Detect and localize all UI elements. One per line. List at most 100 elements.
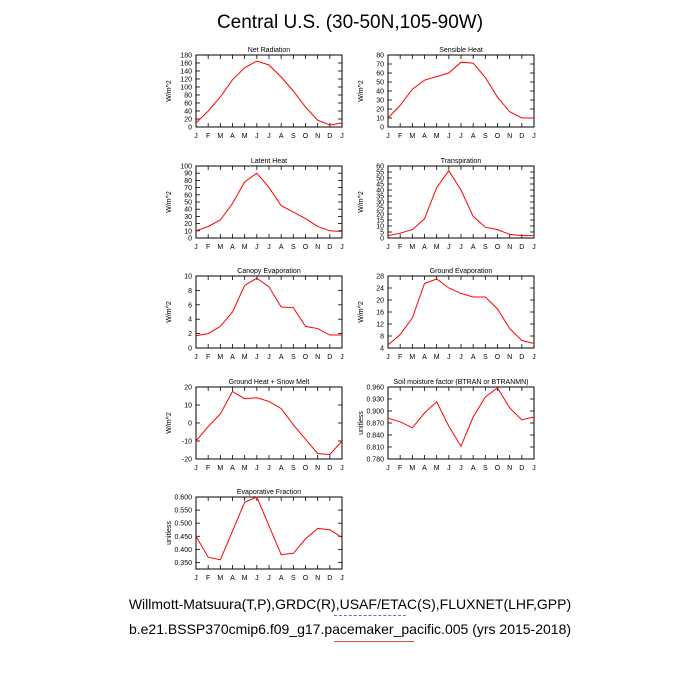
- y-tick-label: -20: [182, 457, 192, 464]
- x-tick-label: F: [398, 244, 402, 251]
- x-tick-label: O: [303, 354, 309, 361]
- y-tick-label: 28: [376, 274, 384, 281]
- y-tick-label: 10: [376, 116, 384, 123]
- x-tick-label: M: [409, 354, 415, 361]
- y-tick-label: 0.600: [174, 495, 192, 502]
- x-tick-label: O: [303, 465, 309, 472]
- x-tick-label: A: [230, 244, 235, 251]
- x-tick-label: J: [386, 465, 390, 472]
- y-tick-label: 5: [380, 230, 384, 237]
- x-tick-label: J: [532, 133, 536, 140]
- y-tick-label: 100: [180, 164, 192, 171]
- x-tick-label: S: [291, 133, 296, 140]
- x-tick-label: A: [279, 354, 284, 361]
- x-tick-label: J: [194, 244, 198, 251]
- x-tick-label: M: [217, 575, 223, 582]
- plot-frame: [387, 165, 535, 239]
- panel-title: Ground Evaporation: [430, 268, 493, 275]
- y-tick-label: 40: [376, 89, 384, 96]
- x-tick-label: N: [315, 575, 320, 582]
- x-tick-label: F: [206, 575, 210, 582]
- x-tick-label: M: [217, 354, 223, 361]
- y-tick-label: 90: [184, 171, 192, 178]
- y-tick-label: 24: [376, 286, 384, 293]
- y-tick-label: 0: [188, 236, 192, 243]
- x-tick-label: J: [459, 465, 463, 472]
- x-tick-label: D: [327, 465, 332, 472]
- panel-title: Net Radiation: [248, 47, 291, 54]
- y-tick-label: 120: [180, 77, 192, 84]
- x-tick-label: J: [194, 354, 198, 361]
- x-tick-label: F: [206, 465, 210, 472]
- x-tick-label: N: [315, 244, 320, 251]
- y-tick-label: 0: [188, 421, 192, 428]
- panel-title: Canopy Evaporation: [237, 268, 301, 275]
- panel-title: Evaporative Fraction: [237, 489, 301, 496]
- x-tick-label: A: [422, 244, 427, 251]
- y-tick-label: 80: [184, 178, 192, 185]
- y-tick-label: 0.810: [366, 445, 384, 452]
- x-tick-label: A: [230, 465, 235, 472]
- footer-underline-mark: [334, 641, 414, 642]
- x-tick-label: N: [507, 465, 512, 472]
- x-tick-label: O: [495, 133, 501, 140]
- x-tick-label: J: [255, 465, 259, 472]
- x-tick-label: D: [519, 465, 524, 472]
- x-tick-label: A: [471, 465, 476, 472]
- y-tick-label: 8: [188, 288, 192, 295]
- y-axis-label: W/m^2: [166, 412, 173, 434]
- y-axis-label: W/m^2: [358, 191, 365, 213]
- y-tick-label: 140: [180, 69, 192, 76]
- y-tick-label: 0.450: [174, 534, 192, 541]
- x-tick-label: A: [279, 244, 284, 251]
- x-tick-label: J: [267, 244, 271, 251]
- y-axis-label: W/m^2: [358, 301, 365, 323]
- x-tick-label: J: [532, 354, 536, 361]
- x-tick-label: A: [279, 133, 284, 140]
- x-tick-label: F: [206, 244, 210, 251]
- x-tick-label: J: [386, 133, 390, 140]
- x-tick-label: A: [471, 244, 476, 251]
- y-tick-label: 2: [188, 331, 192, 338]
- x-tick-label: M: [217, 244, 223, 251]
- series-line: [195, 277, 342, 337]
- x-tick-label: O: [303, 244, 309, 251]
- footer-data-sources: Willmott-Matsuura(T,P),GRDC(R),USAF/ETAC…: [128, 596, 572, 612]
- x-tick-label: A: [422, 354, 427, 361]
- x-tick-label: J: [340, 354, 344, 361]
- series-line: [195, 390, 343, 456]
- x-tick-label: D: [327, 133, 332, 140]
- x-tick-label: J: [255, 244, 259, 251]
- y-tick-label: 20: [376, 298, 384, 305]
- x-tick-label: D: [519, 244, 524, 251]
- x-tick-label: J: [340, 244, 344, 251]
- y-tick-label: 4: [380, 346, 384, 353]
- x-tick-label: M: [242, 244, 248, 251]
- x-tick-label: O: [303, 575, 309, 582]
- y-tick-label: 80: [376, 53, 384, 60]
- x-tick-label: J: [194, 465, 198, 472]
- y-tick-label: 0.350: [174, 560, 192, 567]
- x-tick-label: S: [483, 354, 488, 361]
- y-tick-label: 10: [184, 403, 192, 410]
- x-tick-label: J: [447, 465, 451, 472]
- y-tick-label: 0.550: [174, 508, 192, 515]
- x-tick-label: J: [267, 133, 271, 140]
- x-tick-label: M: [409, 133, 415, 140]
- x-tick-label: F: [206, 354, 210, 361]
- x-tick-label: J: [194, 133, 198, 140]
- series-line: [387, 387, 535, 448]
- y-axis-label: W/m^2: [166, 301, 173, 323]
- y-tick-label: 25: [376, 206, 384, 213]
- y-tick-label: 10: [184, 228, 192, 235]
- y-axis-label: W/m^2: [166, 80, 173, 102]
- y-tick-label: 20: [184, 221, 192, 228]
- x-tick-label: M: [217, 465, 223, 472]
- x-tick-label: J: [267, 465, 271, 472]
- y-tick-label: 20: [376, 107, 384, 114]
- y-axis-label: W/m^2: [166, 191, 173, 213]
- x-tick-label: J: [255, 133, 259, 140]
